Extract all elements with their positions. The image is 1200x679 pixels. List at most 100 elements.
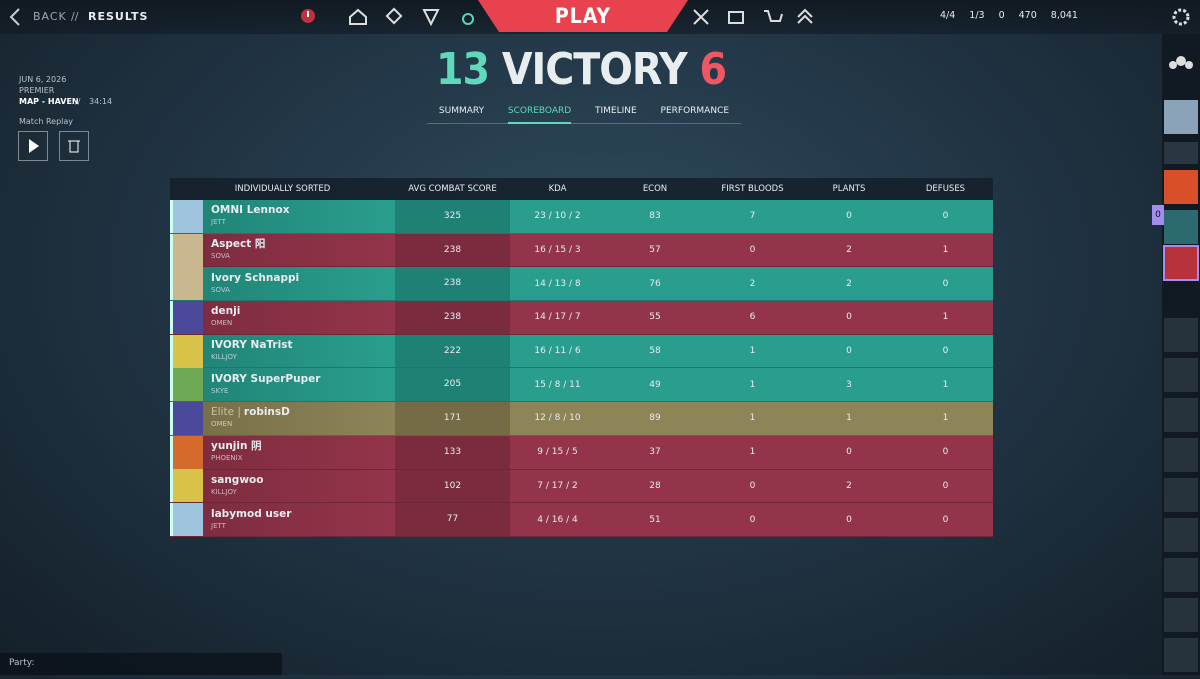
player-name-line: sangwoo — [211, 474, 263, 486]
currency: 470 — [1018, 10, 1037, 21]
agent-name: PHOENIX — [211, 454, 243, 463]
player-cell: sangwoo KILLJOY — [170, 469, 395, 503]
player-info: sangwoo KILLJOY — [211, 474, 263, 498]
player-name-line: IVORY NaTrist — [211, 339, 292, 351]
player-row: sangwoo KILLJOY 102 7 / 17 / 2 28 0 2 0 — [170, 469, 993, 504]
sidebar-icons[interactable] — [1162, 34, 1200, 675]
stat-defuses: 0 — [942, 211, 949, 222]
stat-defuses: 1 — [942, 379, 949, 390]
stat-kda: 7 / 17 / 2 — [537, 480, 578, 491]
player-info: Ivory Schnappi SOVA — [211, 272, 299, 296]
separator: // — [71, 10, 79, 23]
agent-icon — [170, 199, 203, 233]
agent-icon — [170, 334, 203, 368]
player-name[interactable]: OMNI Lennox — [211, 204, 290, 217]
stat-defuses: 0 — [942, 278, 949, 289]
player-row: IVORY SuperPuper SKYE 205 15 / 8 / 11 49 1 3 1 — [170, 368, 993, 403]
player-name[interactable]: IVORY NaTrist — [211, 339, 293, 352]
player-row: labymod user JETT 77 4 / 16 / 4 51 0 0 0 — [170, 503, 993, 537]
column-header: DEFUSES — [925, 184, 966, 194]
agent-icon — [170, 368, 203, 402]
stat-first-bloods: 6 — [749, 312, 756, 323]
replay-buttons[interactable] — [18, 131, 90, 161]
stat-first-bloods: 0 — [749, 480, 756, 491]
stat-plants: 0 — [846, 211, 852, 222]
tab[interactable]: SUMMARY — [438, 106, 485, 116]
player-name[interactable]: IVORY SuperPuper — [211, 372, 321, 385]
stat-acs: 238 — [395, 267, 510, 301]
tab[interactable]: TIMELINE — [595, 106, 637, 116]
player-cell: Aspect 阳 SOVA — [170, 233, 395, 267]
column-header: FIRST BLOODS — [721, 184, 784, 194]
player-name-line: Aspect 阳 — [211, 238, 265, 250]
player-row: Ivory Schnappi SOVA 238 14 / 13 / 8 76 2 2 0 — [170, 267, 993, 302]
player-name[interactable]: robinsD — [243, 406, 290, 419]
player-name[interactable]: yunjin 阴 — [211, 440, 262, 453]
stat-acs: 222 — [395, 334, 510, 368]
stat-econ: 89 — [649, 413, 661, 424]
player-name[interactable]: Aspect 阳 — [211, 238, 266, 251]
stat-kda: 16 / 15 / 3 — [534, 245, 581, 256]
stat-kda: 12 / 8 / 10 — [534, 413, 581, 424]
settings-icon[interactable] — [1162, 6, 1200, 28]
stat-first-bloods: 1 — [749, 447, 756, 458]
stat-econ: 51 — [649, 514, 661, 525]
player-cell: IVORY SuperPuper SKYE — [170, 368, 395, 402]
enemy-score: 6 — [699, 44, 727, 95]
score: 13 VICTORY 6 — [0, 44, 1162, 95]
stat-acs: 102 — [395, 469, 510, 503]
agent-name: SOVA — [211, 285, 230, 294]
stat-econ: 76 — [649, 278, 661, 289]
player-name[interactable]: denji — [211, 305, 241, 318]
stat-kda: 23 / 10 / 2 — [534, 211, 581, 222]
stat-plants: 0 — [846, 346, 852, 357]
player-name[interactable]: sangwoo — [211, 473, 264, 486]
player-info: yunjin 阴 PHOENIX — [211, 440, 262, 464]
match-mode: PREMIER — [19, 86, 55, 95]
stat-first-bloods: 1 — [749, 379, 756, 390]
stat-plants: 0 — [846, 312, 852, 323]
column-header: KDA — [548, 184, 567, 194]
stat-econ: 58 — [649, 346, 661, 357]
tab[interactable]: SCOREBOARD — [507, 106, 572, 124]
agent-name: OMEN — [211, 319, 233, 328]
player-cell: OMNI Lennox JETT — [170, 199, 395, 233]
player-name[interactable]: labymod user — [211, 507, 292, 520]
player-row: yunjin 阴 PHOENIX 133 9 / 15 / 5 37 1 0 0 — [170, 435, 993, 470]
page-title: RESULTS — [88, 10, 149, 23]
header-row: INDIVIDUALLY SORTED AVG COMBAT SCORE KDA EC… — [170, 178, 993, 200]
party-chat[interactable]: Party: — [0, 653, 282, 675]
player-name-line: Elite | robinsD — [211, 406, 290, 418]
badge: 0 — [1152, 205, 1164, 225]
column-header: ECON — [642, 184, 668, 194]
player-name-line: labymod user — [211, 508, 291, 520]
stat-plants: 3 — [846, 379, 852, 390]
agent-name: OMEN — [211, 420, 233, 429]
player-name[interactable]: Ivory Schnappi — [211, 271, 300, 284]
player-row: denji OMEN 238 14 / 17 / 7 55 6 0 1 — [170, 300, 993, 335]
stat-defuses: 1 — [942, 245, 949, 256]
stat-kda: 15 / 8 / 11 — [534, 379, 581, 390]
currency: 8,041 — [1050, 10, 1078, 21]
match-duration: 34:14 — [89, 97, 113, 106]
player-info: IVORY NaTrist KILLJOY — [211, 339, 292, 363]
stat-first-bloods: 1 — [749, 413, 756, 424]
scoreboard: INDIVIDUALLY SORTED AVG COMBAT SCORE KDA EC… — [170, 178, 993, 537]
stat-acs: 325 — [395, 200, 510, 233]
back[interactable]: BACK — [33, 10, 67, 23]
agent-icon — [170, 300, 203, 334]
stat-plants: 2 — [846, 245, 852, 256]
tab[interactable]: PERFORMANCE — [660, 106, 730, 116]
agent-name: JETT — [211, 218, 226, 227]
stat-kda: 14 / 17 / 7 — [534, 312, 581, 323]
currency: 0 — [998, 10, 1005, 21]
player-name-line: OMNI Lennox — [211, 204, 289, 216]
result: VICTORY — [501, 44, 688, 95]
agent-icon — [170, 233, 203, 267]
nav-icons[interactable] — [298, 7, 818, 27]
match-map: MAP - HAVEN — [19, 97, 79, 106]
play-button[interactable]: PLAY — [478, 0, 688, 32]
agent-icon — [170, 469, 203, 503]
back-icon[interactable] — [8, 7, 22, 27]
